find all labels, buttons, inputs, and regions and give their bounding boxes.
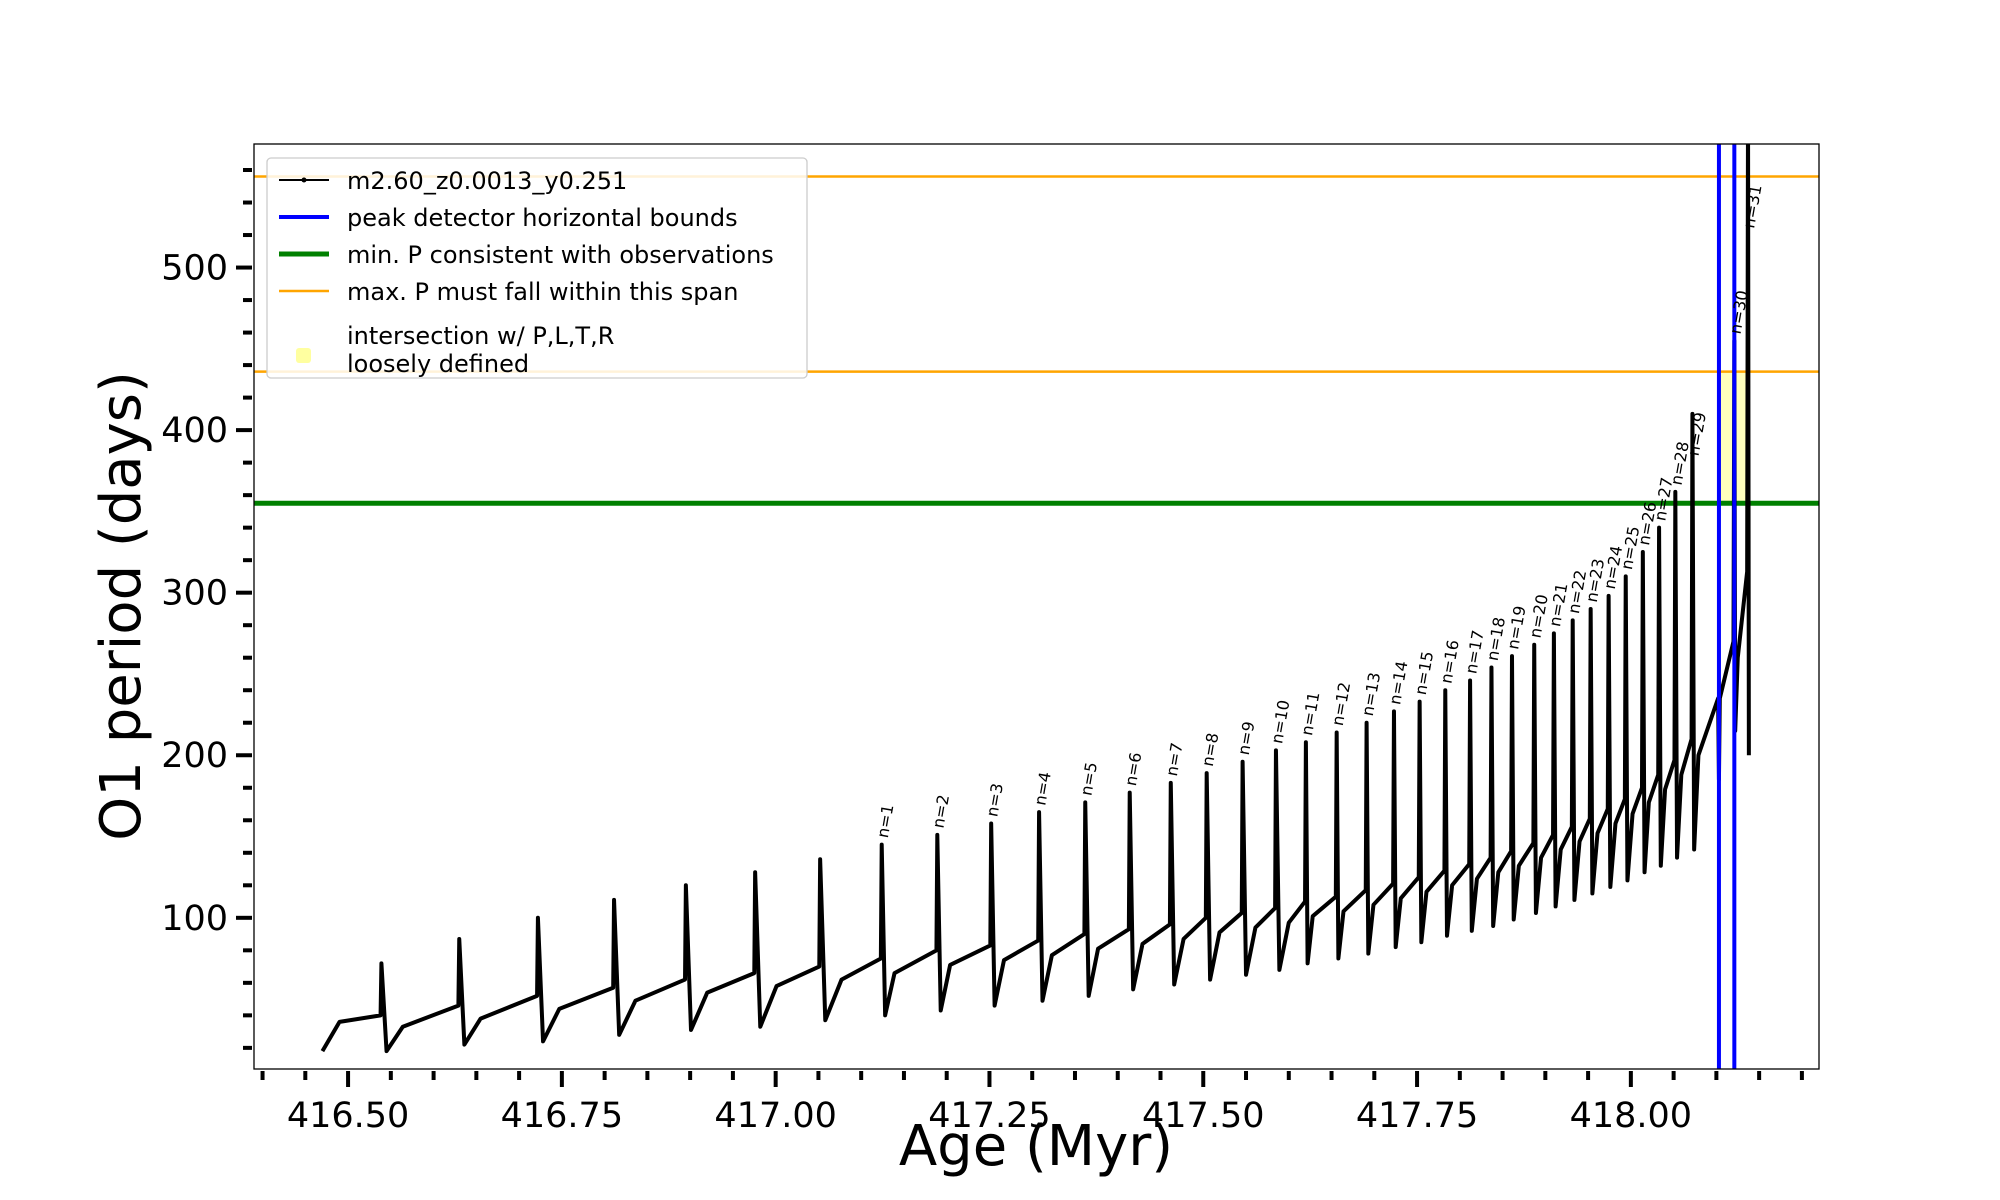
x-axis-label: Age (Myr) <box>899 1114 1173 1179</box>
axes: 416.50 416.75 417.00 417.25 417.50 417.75 418.… <box>161 143 1820 1136</box>
y-tick-label: 100 <box>161 899 228 939</box>
legend-label: m2.60_z0.0013_y0.251 <box>347 167 627 195</box>
legend-label: peak detector horizontal bounds <box>347 204 738 232</box>
x-tick-label: 416.75 <box>501 1096 623 1136</box>
x-tick-label: 417.75 <box>1356 1096 1478 1136</box>
legend-label: min. P consistent with observations <box>347 241 774 269</box>
y-tick-label: 200 <box>161 736 228 776</box>
legend-label: max. P must fall within this span <box>347 278 738 306</box>
legend-swatch <box>296 348 311 363</box>
x-tick-label: 417.00 <box>714 1096 836 1136</box>
x-tick-label: 417.50 <box>1142 1096 1264 1136</box>
x-tick-label: 418.00 <box>1570 1096 1692 1136</box>
legend-label: loosely defined <box>347 350 529 378</box>
plot-frame <box>253 143 1820 1070</box>
y-tick-label: 500 <box>161 249 228 289</box>
legend-swatch-marker <box>301 177 307 183</box>
y-tick-label: 300 <box>161 574 228 614</box>
legend-label: intersection w/ P,L,T,R <box>347 322 614 350</box>
x-tick-label: 417.25 <box>928 1096 1050 1136</box>
series-line <box>320 144 1751 1054</box>
x-tick-label: 416.50 <box>287 1096 409 1136</box>
y-tick-label: 400 <box>161 411 228 451</box>
y-axis-label: O1 period (days) <box>89 371 154 841</box>
legend-box <box>266 157 808 379</box>
